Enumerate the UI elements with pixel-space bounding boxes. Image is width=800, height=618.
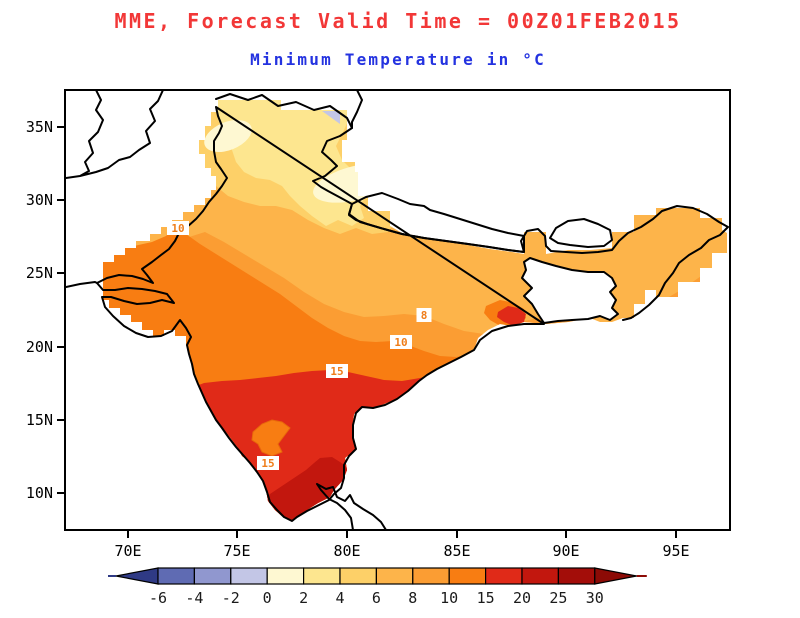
x-tick-label: 90E: [552, 542, 579, 560]
band-15-20: [140, 352, 510, 521]
colorbar-tick-label: 15: [477, 589, 495, 607]
colorbar-segment: [448, 567, 487, 585]
y-tick-label: 10N: [26, 484, 53, 502]
india-border: [96, 93, 729, 522]
map-frame: [64, 89, 731, 531]
nepal-border: [348, 192, 525, 253]
bhutan-border: [549, 218, 613, 248]
india-shaded-field: [103, 100, 727, 521]
colorbar-tick-label: -4: [185, 589, 203, 607]
x-axis: 70E 75E 80E 85E 90E 95E: [114, 530, 690, 560]
colorbar-tick-label: 30: [586, 589, 604, 607]
bangladesh-border: [521, 257, 619, 324]
contour-label-text: 10: [394, 336, 407, 349]
colorbar-segment: [521, 567, 560, 585]
colorbar-tick-label: -6: [149, 589, 167, 607]
colorbar-segment: [375, 567, 414, 585]
y-tick-label: 20N: [26, 338, 53, 356]
srilanka-border: [316, 483, 387, 529]
colorbar-segment: [157, 567, 196, 585]
colorbar-tick-label: 8: [408, 589, 417, 607]
contour-label-box: [257, 456, 279, 470]
y-tick-label: 30N: [26, 191, 53, 209]
page-title: MME, Forecast Valid Time = 00Z01FEB2015: [114, 9, 681, 33]
band-0-2-west: [204, 119, 252, 153]
colorbar-segment: [339, 567, 378, 585]
colorbar-tick-label: 25: [549, 589, 567, 607]
contour-label-text: 8: [421, 309, 428, 322]
contour-label-text: 15: [330, 365, 343, 378]
y-tick-label: 25N: [26, 264, 53, 282]
colorbar-tick-label: 4: [335, 589, 344, 607]
contour-label-box: [326, 364, 348, 378]
y-tick-label: 15N: [26, 411, 53, 429]
colorbar-segment: [557, 567, 596, 585]
colorbar-tick-label: 6: [372, 589, 381, 607]
colorbar-left-arrow: [115, 567, 159, 585]
colorbar-tick-label: -2: [222, 589, 240, 607]
colorbar-tick-label: 0: [263, 589, 272, 607]
x-tick-label: 95E: [662, 542, 689, 560]
colorbar-tick-label: 20: [513, 589, 531, 607]
contour-label-box: [167, 221, 189, 235]
colorbar-right-arrow: [594, 567, 637, 585]
band-10-15-chevron: [251, 419, 291, 457]
plot-area: [66, 91, 729, 529]
colorbar-segment: [485, 567, 523, 585]
y-axis: 35N 30N 25N 20N 15N 10N: [26, 118, 65, 502]
colorbar-tick-label: 2: [299, 589, 308, 607]
colorbar-segment: [193, 567, 232, 585]
contour-label-box: [416, 308, 432, 322]
colorbar-tick-label: 10: [440, 589, 458, 607]
page-subtitle: Minimum Temperature in °C: [250, 50, 546, 69]
contour-label-text: 10: [171, 222, 184, 235]
x-tick-label: 70E: [114, 542, 141, 560]
x-tick-label: 80E: [333, 542, 360, 560]
x-tick-label: 75E: [223, 542, 250, 560]
bangladesh-mask: [522, 258, 618, 323]
colorbar-segment: [412, 567, 450, 585]
x-tick-label: 85E: [443, 542, 470, 560]
pakistan-afghanistan-borders: [66, 91, 363, 288]
contour-labels: 10 8 10 15 15: [167, 221, 432, 470]
colorbar-segment: [303, 567, 341, 585]
red-patch-bengal: [497, 306, 526, 326]
y-tick-label: 35N: [26, 118, 53, 136]
colorbar-legend: -6 -4 -2 0 2 4 6 8 10 15 20 25 30: [108, 567, 647, 607]
band-neg2-0: [322, 111, 340, 124]
contour-label-text: 15: [261, 457, 274, 470]
colorbar-segment: [230, 567, 268, 585]
colorbar-segment: [266, 567, 305, 585]
contour-label-box: [390, 335, 412, 349]
